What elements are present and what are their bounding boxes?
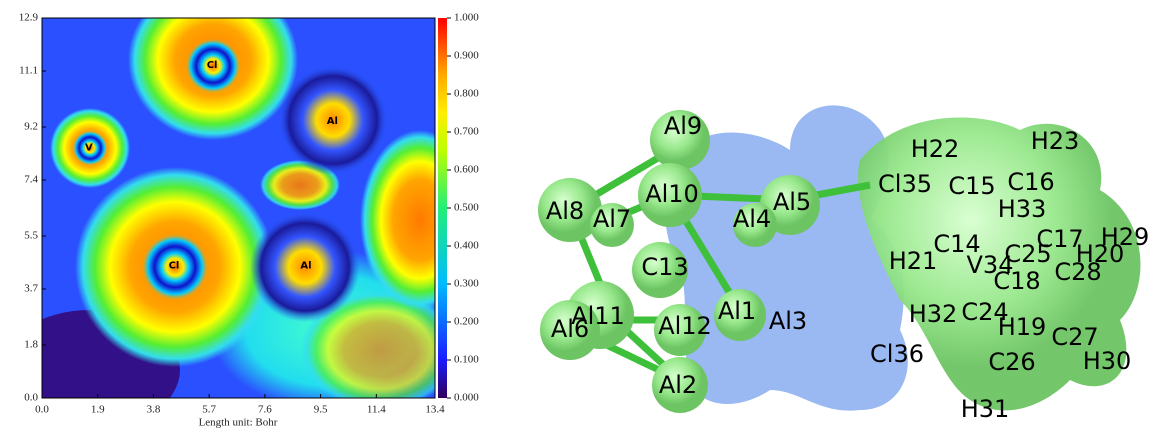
atom-label: C13 [641, 253, 688, 281]
atom-label: Al9 [664, 112, 702, 140]
y-tick-label: 0.0 [24, 392, 38, 404]
atom-marker: Cl [169, 260, 180, 271]
atom-label: H23 [1031, 127, 1080, 155]
atom-label: Al10 [645, 180, 699, 208]
x-tick-label: 11.4 [367, 404, 386, 416]
colorbar [438, 18, 447, 398]
atom-marker: Cl [207, 60, 218, 71]
atom-label: Cl35 [878, 170, 932, 198]
x-tick-label: 13.4 [425, 404, 445, 416]
colorbar-tick-label: 0.700 [454, 126, 479, 138]
atom-label: Al1 [718, 297, 756, 325]
y-tick-label: 3.7 [24, 283, 38, 295]
heatmap-field [0, 0, 480, 429]
colorbar-tick-label: 0.200 [454, 316, 479, 328]
x-tick-label: 0.0 [35, 404, 49, 416]
y-tick-label: 11.1 [19, 65, 38, 77]
x-tick-label: 1.9 [91, 404, 105, 416]
atom-label: C15 [948, 172, 995, 200]
atom-marker: Al [327, 116, 338, 127]
figure: Length unit: Bohr 0.0 1.9 3.8 5.7 7.6 9.5 11.4… [0, 0, 1151, 429]
atom-label: Al8 [546, 197, 584, 225]
atom-label: Al6 [551, 315, 589, 343]
atom-label: H31 [961, 395, 1010, 423]
atom-label: H19 [998, 313, 1047, 341]
atom-label: Cl36 [870, 340, 924, 368]
colorbar-tick-label: 0.900 [454, 50, 479, 62]
x-axis-label: Length unit: Bohr [199, 417, 278, 429]
atom-label: H30 [1083, 347, 1132, 375]
colorbar-tick-label: 0.100 [454, 354, 479, 366]
atom-label: Al4 [733, 205, 771, 233]
atom-label: Al12 [658, 312, 712, 340]
colorbar-tick-label: 0.300 [454, 278, 479, 290]
colorbar-tick-label: 0.600 [454, 164, 479, 176]
y-tick-label: 9.2 [24, 121, 38, 133]
atom-marker: Al [300, 260, 311, 271]
x-tick-label: 5.7 [202, 404, 216, 416]
atom-label: H21 [889, 247, 938, 275]
y-tick-label: 12.9 [19, 12, 39, 24]
atom-label: H32 [909, 300, 958, 328]
atom-label: C26 [988, 348, 1035, 376]
y-tick-label: 1.8 [24, 339, 38, 351]
colorbar-tick-label: 1.000 [454, 12, 479, 24]
atom-label: C25 [1004, 240, 1051, 268]
atom-label: Al2 [659, 371, 697, 399]
atom-label: C18 [993, 267, 1040, 295]
atom-label: C16 [1007, 168, 1054, 196]
colorbar-tick-label: 0.500 [454, 202, 479, 214]
atom-label: Al3 [769, 307, 807, 335]
atom-label: H33 [998, 195, 1047, 223]
x-tick-label: 9.5 [314, 404, 328, 416]
colorbar-tick-label: 0.800 [454, 88, 479, 100]
x-tick-label: 3.8 [147, 404, 161, 416]
atom-label: H22 [911, 135, 960, 163]
atom-label: Al7 [593, 205, 631, 233]
atom-label: Al5 [773, 188, 811, 216]
atom-label: C28 [1054, 258, 1101, 286]
y-tick-label: 5.5 [24, 230, 38, 242]
x-tick-label: 7.6 [258, 404, 272, 416]
colorbar-tick-label: 0.000 [454, 392, 479, 404]
atom-marker: V [85, 143, 93, 154]
colorbar-tick-label: 0.400 [454, 240, 479, 252]
y-tick-label: 7.4 [24, 174, 38, 186]
